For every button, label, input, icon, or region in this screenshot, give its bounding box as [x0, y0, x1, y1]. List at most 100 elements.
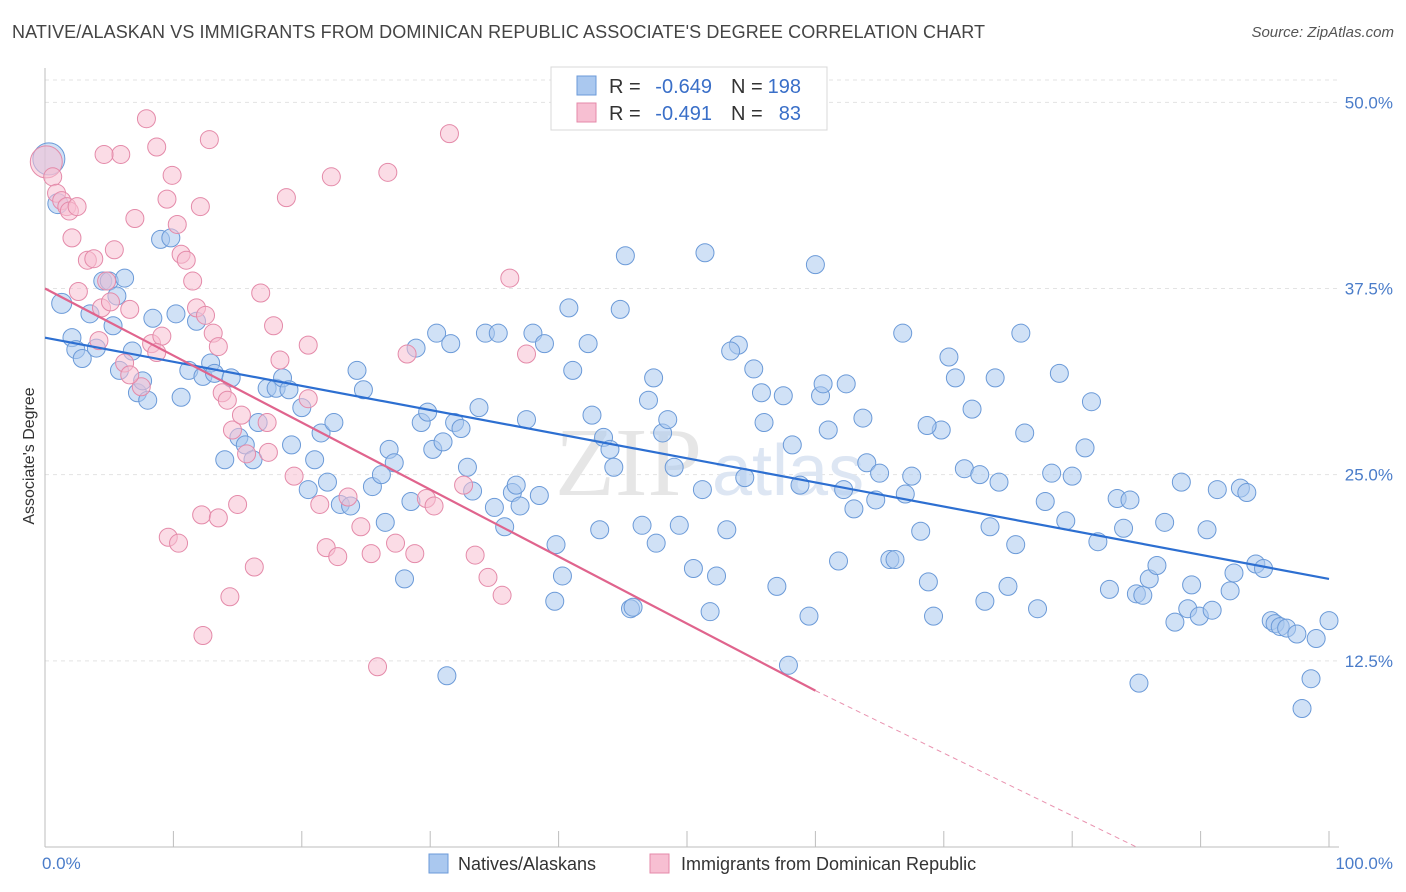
natives-point [1011, 323, 1031, 343]
natives-point [646, 533, 666, 553]
stats-r-value-2: -0.491 [655, 103, 712, 125]
source-label: Source: ZipAtlas.com [1251, 24, 1394, 41]
dominican-point [338, 487, 358, 507]
chart-title: NATIVE/ALASKAN VS IMMIGRANTS FROM DOMINI… [12, 22, 986, 42]
dominican-point [258, 442, 278, 462]
natives-point [171, 387, 191, 407]
legend-label-natives: Natives/Alaskans [458, 854, 596, 874]
natives-point [778, 655, 798, 675]
dominican-point [196, 305, 215, 325]
natives-point [998, 576, 1018, 596]
natives-point [1056, 511, 1076, 531]
natives-point [658, 410, 678, 430]
natives-point [371, 465, 391, 485]
natives-point [695, 243, 715, 263]
natives-point [578, 334, 598, 354]
natives-point [1292, 698, 1312, 718]
natives-point [700, 602, 720, 622]
dominican-point [136, 109, 156, 129]
natives-point [72, 349, 92, 369]
dominican-point [465, 545, 485, 565]
dominican-point [500, 268, 520, 288]
natives-point [1133, 585, 1153, 605]
natives-point [1035, 491, 1055, 511]
dominican-point [199, 130, 219, 150]
natives-point [1075, 438, 1095, 458]
natives-point [469, 398, 489, 418]
natives-point [552, 566, 572, 586]
natives-point [918, 572, 938, 592]
dominican-point [228, 494, 248, 514]
dominican-point [120, 299, 140, 319]
trend-lines [44, 287, 1330, 848]
natives-point [707, 566, 727, 586]
natives-point [902, 466, 922, 486]
legend: Natives/Alaskans Immigrants from Dominic… [428, 853, 976, 874]
natives-point [1015, 423, 1035, 443]
natives-point [506, 475, 526, 495]
dominican-point [193, 626, 213, 646]
natives-point [975, 591, 995, 611]
dominican-point [517, 344, 536, 364]
natives-point [437, 666, 457, 686]
natives-point [1155, 512, 1175, 532]
natives-trend-line [44, 336, 1330, 581]
natives-point [298, 480, 318, 500]
dominican-point [169, 533, 189, 553]
dominican-point [298, 335, 318, 355]
watermark: ZIP atlas [555, 409, 864, 517]
natives-point [1301, 669, 1321, 689]
natives-point [615, 246, 635, 266]
axes [44, 68, 1339, 848]
natives-point [1120, 490, 1140, 510]
dominican-point [162, 165, 182, 185]
natives-point [103, 316, 123, 336]
natives-point [664, 457, 684, 477]
y-tick-label: 12.5% [1345, 652, 1393, 671]
dominican-point [97, 271, 117, 291]
stats-n-label-2: N = [731, 103, 763, 125]
stats-n-value-1: 198 [768, 76, 801, 98]
dominican-point [208, 337, 228, 357]
legend-swatch-dominican [649, 853, 670, 874]
natives-point [945, 368, 965, 388]
natives-point [773, 386, 793, 406]
natives-point [384, 453, 404, 473]
stats-swatch-dominican [576, 102, 597, 123]
natives-point [1224, 563, 1244, 583]
dominican-point [251, 283, 271, 303]
dominican-point [67, 197, 87, 217]
dominican-point [84, 249, 104, 269]
natives-point [488, 323, 508, 343]
dominican-point [270, 350, 290, 370]
dominican-point [378, 162, 398, 182]
dominican-point [298, 389, 318, 409]
dominican-point [368, 657, 388, 677]
natives-point [632, 515, 652, 535]
dominican-point [176, 250, 196, 270]
stats-swatch-natives [576, 75, 597, 96]
legend-swatch-natives [428, 853, 449, 874]
dominican-point [190, 197, 210, 217]
stats-n-label-1: N = [731, 76, 763, 98]
dominican-point [208, 508, 228, 528]
dominican-point [68, 281, 88, 301]
natives-point [529, 486, 549, 506]
natives-point [559, 298, 579, 318]
stats-r-label-2: R = [609, 103, 641, 125]
natives-point [433, 432, 453, 452]
natives-point [1220, 581, 1240, 601]
dominican-point [244, 557, 264, 577]
dominican-point [454, 475, 474, 495]
natives-point [495, 517, 515, 537]
natives-point [683, 558, 703, 578]
natives-point [1129, 673, 1149, 693]
dominican-point [405, 544, 425, 564]
dominican-point [361, 544, 381, 564]
stats-r-value-1: -0.649 [655, 76, 712, 98]
natives-point [166, 304, 186, 324]
natives-point [582, 405, 602, 425]
y-axis-label: Associate's Degree [21, 387, 38, 524]
natives-point [1306, 628, 1326, 648]
